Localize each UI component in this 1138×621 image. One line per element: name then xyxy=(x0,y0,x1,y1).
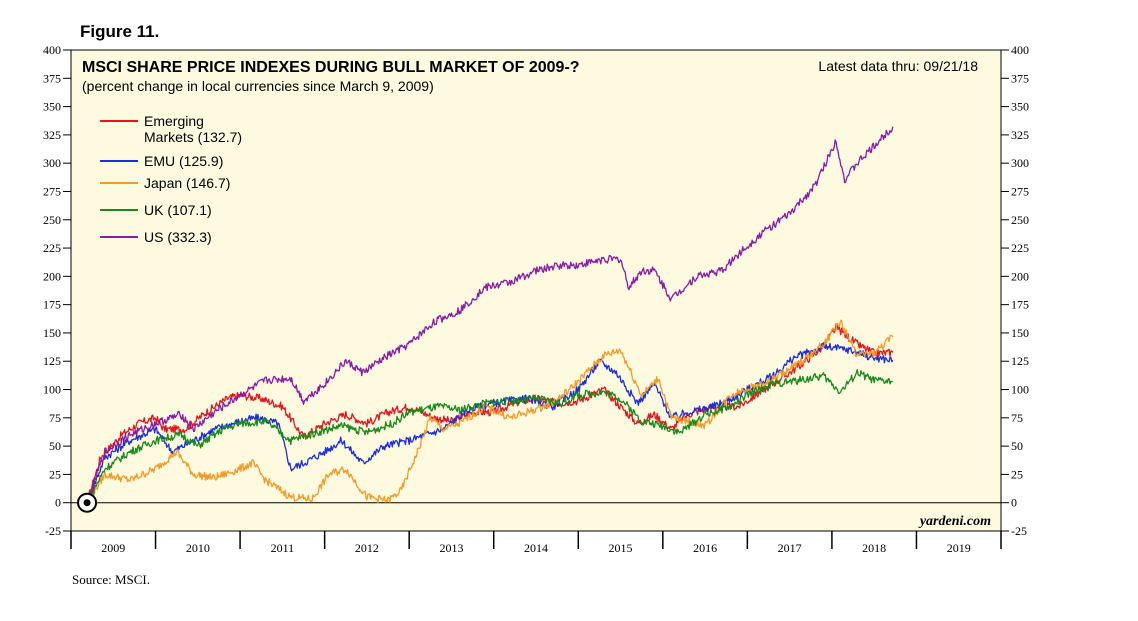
y-tick-label-right: 325 xyxy=(1011,128,1029,142)
plot-frame xyxy=(70,49,1002,532)
latest-data-note: Latest data thru: 09/21/18 xyxy=(818,58,978,74)
y-tick-label-right: -25 xyxy=(1011,524,1027,538)
series-line-us xyxy=(86,126,894,503)
chart-subtitle: (percent change in local currencies sinc… xyxy=(82,78,434,94)
plot-background xyxy=(71,50,1001,531)
legend-label-emu: EMU (125.9) xyxy=(144,153,223,169)
x-tick-label: 2009 xyxy=(101,541,125,555)
y-tick-label-left: 100 xyxy=(43,383,61,397)
legend: Emerging Markets (132.7) EMU (125.9) Jap… xyxy=(100,113,242,245)
series-line-japan xyxy=(86,319,894,504)
y-tick-label-right: 50 xyxy=(1011,439,1023,453)
chart-title: MSCI SHARE PRICE INDEXES DURING BULL MAR… xyxy=(82,59,580,76)
series-line-emu xyxy=(86,342,894,503)
y-tick-label-right: 300 xyxy=(1011,156,1029,170)
brand-watermark: yardeni.com xyxy=(918,514,991,529)
y-tick-label-left: 325 xyxy=(43,128,61,142)
y-tick-label-left: 250 xyxy=(43,213,61,227)
y-tick-label-left: 0 xyxy=(55,496,61,510)
legend-label-uk: UK (107.1) xyxy=(144,202,212,218)
series-line-uk xyxy=(86,368,893,503)
y-tick-label-right: 100 xyxy=(1011,383,1029,397)
legend-label-japan: Japan (146.7) xyxy=(144,175,230,191)
y-tick-label-left: -25 xyxy=(45,524,61,538)
y-tick-label-right: 25 xyxy=(1011,467,1023,481)
legend-label-emerging-2: Markets (132.7) xyxy=(144,129,242,145)
x-tick-label: 2013 xyxy=(439,541,463,555)
x-tick-label: 2014 xyxy=(524,541,548,555)
x-tick-label: 2015 xyxy=(609,541,633,555)
x-tick-label: 2010 xyxy=(186,541,210,555)
source-note: Source: MSCI. xyxy=(72,572,150,587)
y-tick-label-right: 200 xyxy=(1011,269,1029,283)
y-tick-label-left: 350 xyxy=(43,100,61,114)
y-tick-label-left: 125 xyxy=(43,354,61,368)
x-tick-label: 2017 xyxy=(778,541,802,555)
y-tick-label-left: 275 xyxy=(43,184,61,198)
y-tick-label-right: 75 xyxy=(1011,411,1023,425)
x-tick-label: 2012 xyxy=(355,541,379,555)
y-tick-label-left: 375 xyxy=(43,71,61,85)
x-tick-label: 2016 xyxy=(693,541,717,555)
y-tick-label-left: 400 xyxy=(43,43,61,57)
y-tick-label-left: 25 xyxy=(49,467,61,481)
y-tick-label-right: 400 xyxy=(1011,43,1029,57)
legend-label-emerging-1: Emerging xyxy=(144,113,204,129)
y-tick-label-right: 375 xyxy=(1011,71,1029,85)
x-tick-label: 2011 xyxy=(271,541,295,555)
y-tick-label-right: 275 xyxy=(1011,184,1029,198)
legend-label-us: US (332.3) xyxy=(144,229,212,245)
y-tick-label-left: 225 xyxy=(43,241,61,255)
x-tick-label: 2018 xyxy=(862,541,886,555)
y-tick-label-left: 175 xyxy=(43,298,61,312)
y-tick-label-right: 250 xyxy=(1011,213,1029,227)
origin-marker-icon xyxy=(77,492,98,513)
y-axis-left: -25 0 25 50 75 100 125 150 175 200 225 250 275 300 325… xyxy=(43,43,71,538)
y-tick-label-right: 175 xyxy=(1011,298,1029,312)
y-tick-label-right: 350 xyxy=(1011,100,1029,114)
y-tick-label-left: 300 xyxy=(43,156,61,170)
y-tick-label-right: 150 xyxy=(1011,326,1029,340)
y-tick-label-left: 75 xyxy=(49,411,61,425)
figure-label: Figure 11. xyxy=(80,22,160,41)
x-axis: 2009 2010 2011 2012 2013 2014 2015 2016 2017 2018… xyxy=(70,531,1002,555)
series-layer xyxy=(86,126,894,504)
y-tick-label-right: 225 xyxy=(1011,241,1029,255)
y-tick-label-left: 200 xyxy=(43,269,61,283)
y-tick-label-left: 150 xyxy=(43,326,61,340)
y-axis-right: -25 0 25 50 75 100 125 150 175 200 225 250 275 300 325… xyxy=(1001,43,1029,538)
series-line-emerging-markets xyxy=(86,323,894,503)
origin-marker-dot xyxy=(83,499,91,507)
x-tick-label: 2019 xyxy=(947,541,971,555)
y-tick-label-left: 50 xyxy=(49,439,61,453)
y-tick-label-right: 125 xyxy=(1011,354,1029,368)
y-tick-label-right: 0 xyxy=(1011,496,1017,510)
